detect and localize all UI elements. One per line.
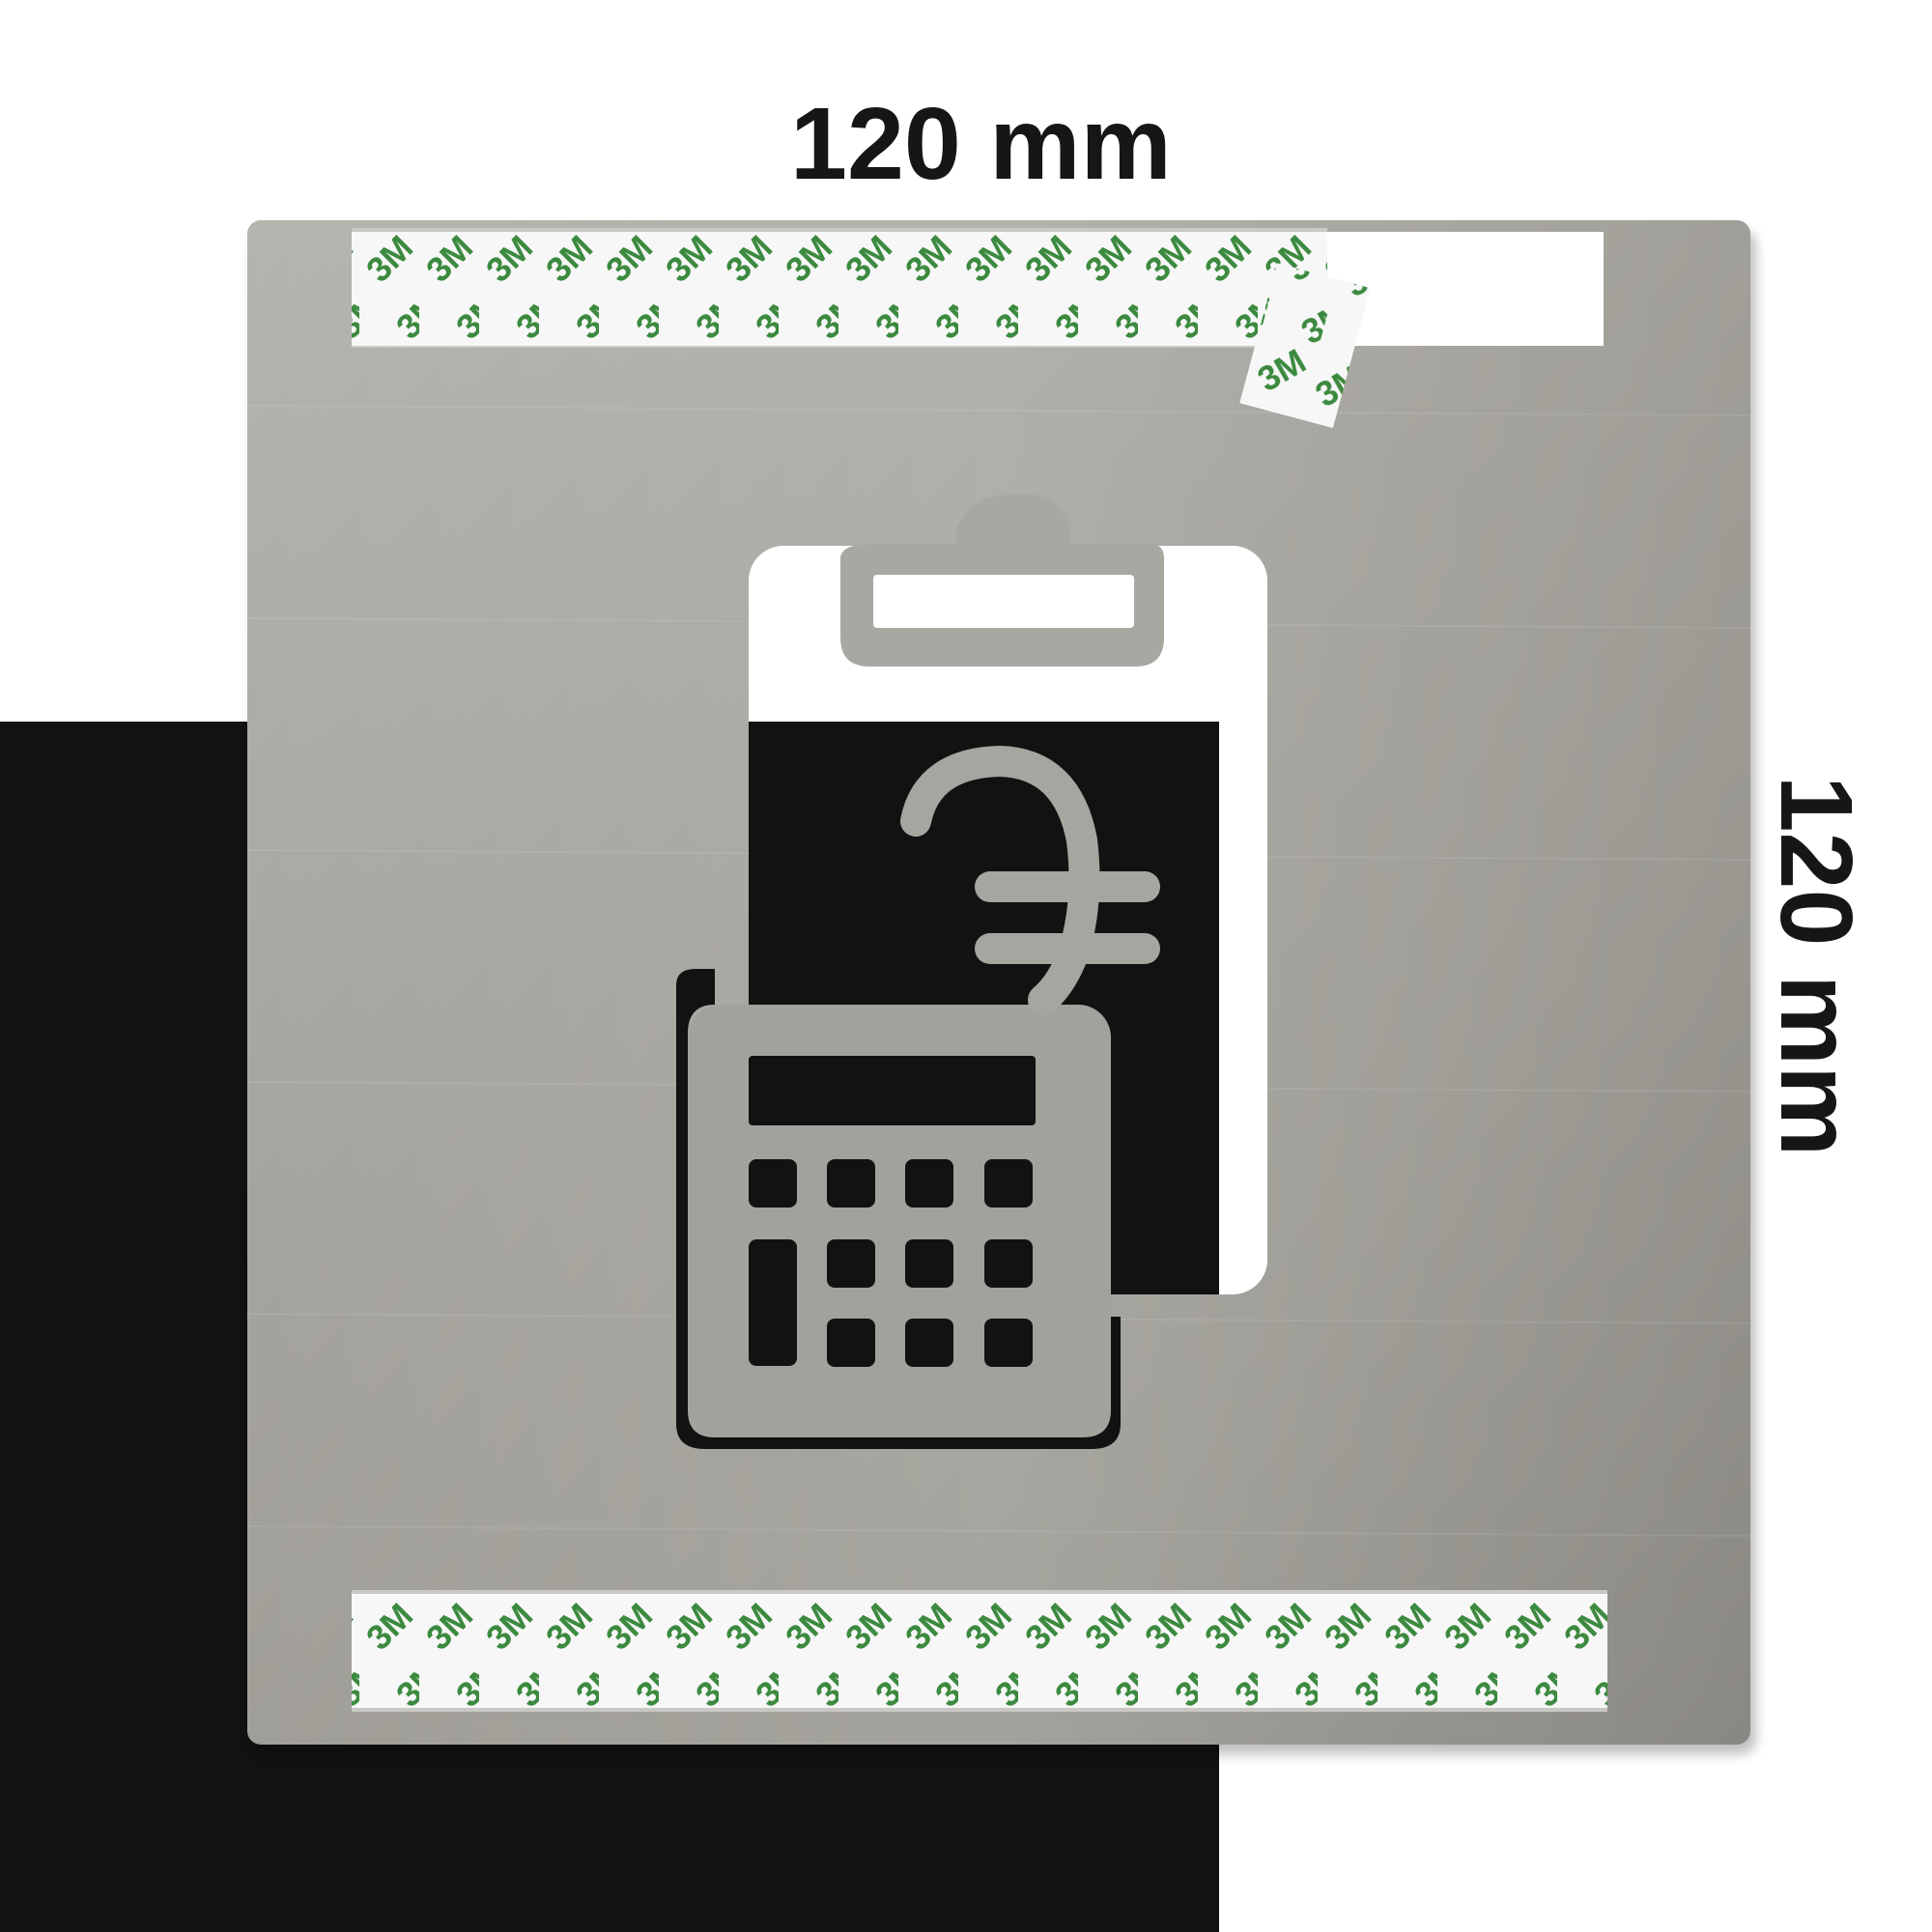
width-dimension-label: 120 mm — [790, 87, 1172, 201]
calculator-icon — [676, 969, 1121, 1449]
euro-icon — [900, 745, 1160, 1015]
calculator-screen — [749, 1056, 1036, 1125]
top-adhesive-tape — [352, 228, 1604, 429]
bottom-adhesive-tape — [352, 1590, 1607, 1712]
calculator-keys — [749, 1159, 1033, 1367]
